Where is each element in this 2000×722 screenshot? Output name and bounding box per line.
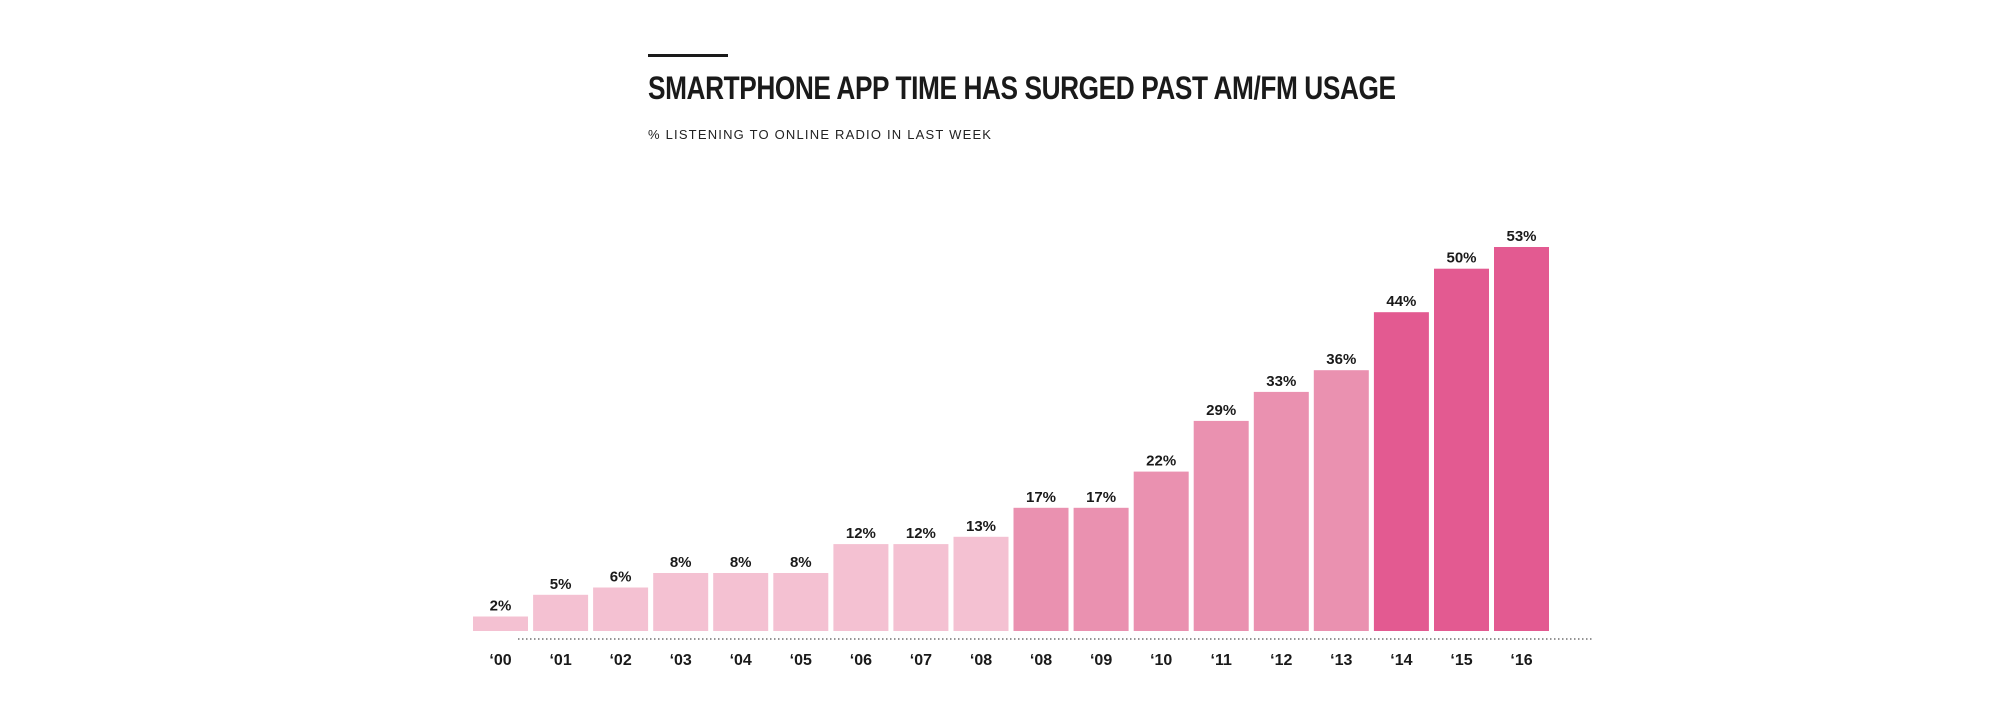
bar-value-label: 53% bbox=[1506, 228, 1536, 245]
bar-13 bbox=[1253, 391, 1309, 631]
bar-4 bbox=[713, 573, 769, 631]
bar-value-label: 8% bbox=[790, 554, 812, 571]
bar-value-label: 12% bbox=[906, 525, 936, 542]
x-tick-label: ‘11 bbox=[1211, 652, 1232, 669]
x-tick-label: ‘06 bbox=[850, 652, 872, 669]
x-tick-label: ‘00 bbox=[489, 652, 511, 669]
bar-8 bbox=[953, 536, 1009, 631]
bar-value-label: 2% bbox=[490, 598, 512, 615]
bar-1 bbox=[533, 594, 589, 631]
x-tick-label: ‘13 bbox=[1330, 652, 1352, 669]
bar-value-label: 33% bbox=[1266, 373, 1296, 390]
x-tick-label: ‘15 bbox=[1450, 652, 1472, 669]
x-tick-label: ‘03 bbox=[670, 652, 692, 669]
bar-2 bbox=[593, 587, 649, 631]
bar-value-label: 17% bbox=[1026, 489, 1056, 506]
x-tick-labels-group: ‘00 ‘01 ‘02 ‘03 ‘04 ‘05 ‘06 ‘07 ‘08 ‘08 ‘09 ‘10 ‘11 ‘… bbox=[489, 652, 1532, 669]
bar-value-label: 44% bbox=[1386, 293, 1416, 310]
bar-value-label: 8% bbox=[670, 554, 692, 571]
bar-14 bbox=[1313, 370, 1369, 631]
bar-10 bbox=[1073, 507, 1129, 631]
x-tick-label: ‘08 bbox=[970, 652, 992, 669]
bar-value-label: 13% bbox=[966, 518, 996, 535]
bar-value-label: 22% bbox=[1146, 453, 1176, 470]
bar-7 bbox=[893, 544, 949, 631]
x-tick-label: ‘05 bbox=[790, 652, 812, 669]
bars-group bbox=[473, 247, 1549, 631]
bar-5 bbox=[773, 573, 829, 631]
bar-value-label: 36% bbox=[1326, 351, 1356, 368]
x-tick-label: ‘07 bbox=[910, 652, 932, 669]
x-tick-label: ‘04 bbox=[730, 652, 752, 669]
bar-6 bbox=[833, 544, 889, 631]
bar-value-label: 50% bbox=[1446, 250, 1476, 267]
bar-0 bbox=[473, 616, 528, 631]
bar-12 bbox=[1193, 420, 1249, 631]
x-tick-label: ‘01 bbox=[549, 652, 571, 669]
x-tick-label: ‘02 bbox=[609, 652, 631, 669]
bar-11 bbox=[1133, 471, 1189, 631]
chart-subtitle: % LISTENING TO ONLINE RADIO IN LAST WEEK bbox=[648, 127, 993, 142]
x-tick-label: ‘09 bbox=[1090, 652, 1112, 669]
bar-value-label: 12% bbox=[846, 525, 876, 542]
value-labels-group: 2% 5% 6% 8% 8% 8% 12% 12% 13% 17% 17% 22% 29% 33% 36% 4… bbox=[490, 228, 1537, 615]
bar-value-label: 8% bbox=[730, 554, 752, 571]
bar-value-label: 5% bbox=[550, 576, 572, 593]
x-tick-label: ‘10 bbox=[1150, 652, 1172, 669]
bar-value-label: 29% bbox=[1206, 402, 1236, 419]
x-tick-label: ‘12 bbox=[1270, 652, 1292, 669]
bar-value-label: 6% bbox=[610, 569, 632, 586]
chart-title: SMARTPHONE APP TIME HAS SURGED PAST AM/F… bbox=[648, 70, 1396, 106]
x-tick-label: ‘08 bbox=[1030, 652, 1052, 669]
bar-3 bbox=[653, 573, 709, 631]
bar-16 bbox=[1434, 268, 1489, 631]
bar-value-label: 17% bbox=[1086, 489, 1116, 506]
bar-15 bbox=[1373, 312, 1429, 631]
bar-9 bbox=[1013, 507, 1069, 631]
title-rule bbox=[648, 54, 728, 57]
x-tick-label: ‘16 bbox=[1510, 652, 1532, 669]
bar-17 bbox=[1494, 247, 1549, 631]
x-tick-label: ‘14 bbox=[1390, 652, 1412, 669]
